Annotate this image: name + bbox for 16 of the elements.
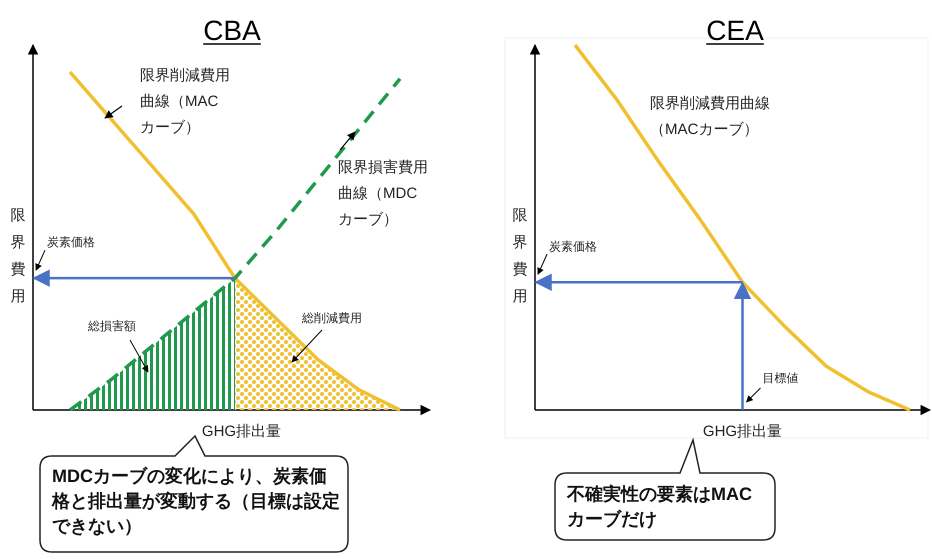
series-label: 限界削減費用曲線（MACカーブ） xyxy=(140,67,230,136)
series-label: 限界損害費用曲線（MDCカーブ） xyxy=(338,159,428,228)
annotation: 総削減費用 xyxy=(301,311,362,325)
chart-title: CBA xyxy=(203,15,262,46)
y-axis-title: 限界費用 xyxy=(512,207,528,305)
ref-line-label: 炭素価格 xyxy=(549,239,597,254)
series-label: 限界削減費用曲線（MACカーブ） xyxy=(650,95,770,138)
annotation: 目標値 xyxy=(762,371,798,385)
chart-title: CEA xyxy=(706,15,764,46)
y-axis-title: 限界費用 xyxy=(10,207,26,305)
text: MDCカーブの変化により、炭素価格と排出量が変動する（目標は設定できない） xyxy=(51,466,340,536)
x-axis-title: GHG排出量 xyxy=(702,423,782,440)
annotation: 総損害額 xyxy=(87,319,136,333)
ref-line-label: 炭素価格 xyxy=(47,235,95,250)
x-axis-title: GHG排出量 xyxy=(202,423,282,440)
text: 不確実性の要素はMACカーブだけ xyxy=(566,484,752,529)
